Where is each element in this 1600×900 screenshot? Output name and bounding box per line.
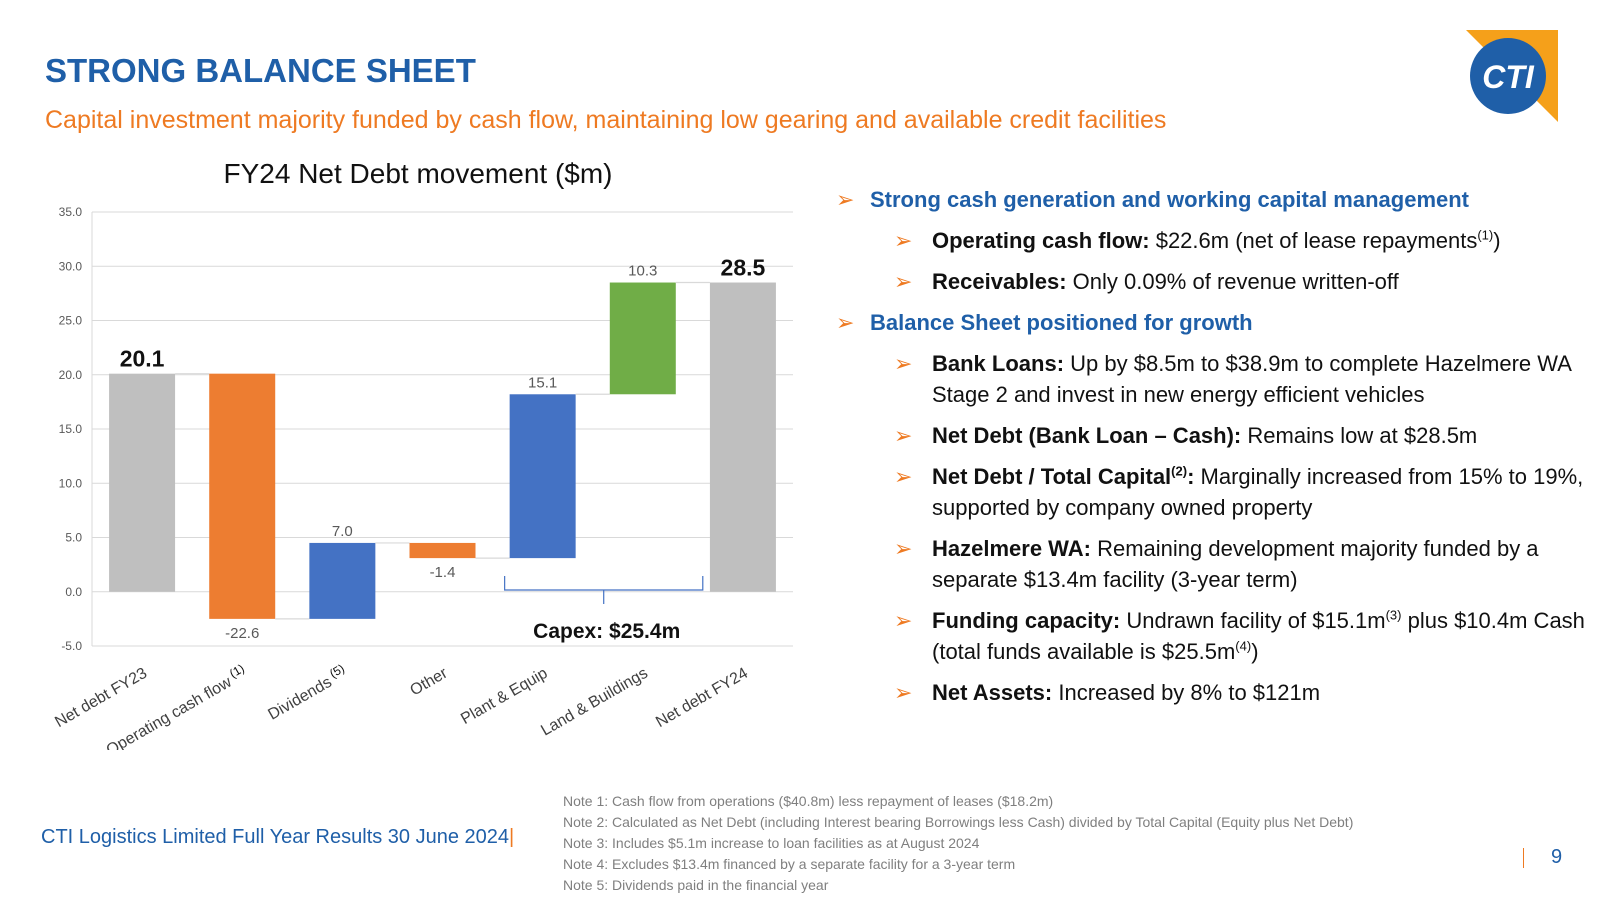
bar-0 xyxy=(109,373,176,592)
bar-2 xyxy=(309,542,376,619)
y-tick-label: 20.0 xyxy=(59,368,83,382)
page-divider xyxy=(1523,848,1524,868)
footer-divider: | xyxy=(509,826,515,848)
data-label: 28.5 xyxy=(721,255,766,281)
y-tick-label: 0.0 xyxy=(65,585,82,599)
data-label: 7.0 xyxy=(332,523,353,540)
x-tick-label: Net debt FY23 xyxy=(52,665,150,731)
y-tick-label: 10.0 xyxy=(59,476,83,490)
key-points: ➢ Strong cash generation and working capi… xyxy=(834,184,1594,718)
y-tick-label: 15.0 xyxy=(59,422,83,436)
slide-title: STRONG BALANCE SHEET xyxy=(45,52,476,89)
bar-3 xyxy=(409,542,476,559)
bullet-net-debt: ➢ Net Debt (Bank Loan – Cash): Remains lo… xyxy=(894,420,1594,451)
y-tick-label: 25.0 xyxy=(59,314,83,328)
arrow-bullet-icon: ➢ xyxy=(894,228,913,253)
footer-text: CTI Logistics Limited Full Year Results … xyxy=(41,826,510,848)
bar-6 xyxy=(709,282,776,592)
note-2: Note 2: Calculated as Net Debt (includin… xyxy=(563,814,1354,830)
bullet-balance-sheet-growth: ➢ Balance Sheet positioned for growth xyxy=(834,307,1594,338)
y-axis-ticks: 35.0 30.0 25.0 20.0 15.0 10.0 5.0 0.0 -5.0 xyxy=(59,205,83,653)
arrow-bullet-icon: ➢ xyxy=(894,536,913,561)
bar-4 xyxy=(509,394,576,559)
chart-data-labels: 20.1 -22.6 7.0 -1.4 15.1 10.3 28.5 xyxy=(120,255,766,642)
x-tick-label: Dividends (5) xyxy=(263,661,350,723)
data-label: -1.4 xyxy=(430,564,456,581)
cti-logo: CTI xyxy=(1466,30,1558,122)
bullet-hazelmere: ➢ Hazelmere WA: Remaining development maj… xyxy=(894,533,1594,595)
bar-5 xyxy=(609,282,676,395)
data-label: 20.1 xyxy=(120,346,165,372)
chart-grid xyxy=(91,211,793,647)
logo-blue-circle xyxy=(1470,38,1546,114)
data-label: -22.6 xyxy=(225,625,259,642)
bullet-receivables: ➢ Receivables: Only 0.09% of revenue writ… xyxy=(894,266,1594,297)
arrow-bullet-icon: ➢ xyxy=(836,187,855,212)
arrow-bullet-icon: ➢ xyxy=(894,269,913,294)
x-tick-label: Net debt FY24 xyxy=(653,665,751,731)
logo-text: CTI xyxy=(1482,59,1535,95)
y-tick-label: 35.0 xyxy=(59,205,83,219)
bullet-operating-cash-flow: ➢ Operating cash flow: $22.6m (net of lea… xyxy=(894,225,1594,256)
bullet-net-debt-total-capital: ➢ Net Debt / Total Capital(2): Marginally… xyxy=(894,461,1594,523)
y-tick-label: -5.0 xyxy=(61,639,82,653)
note-4: Note 4: Excludes $13.4m financed by a se… xyxy=(563,856,1016,872)
arrow-bullet-icon: ➢ xyxy=(836,310,855,335)
y-tick-label: 5.0 xyxy=(65,531,82,545)
data-label: 15.1 xyxy=(528,374,557,391)
bullet-cash-generation: ➢ Strong cash generation and working capi… xyxy=(834,184,1594,215)
slide-subtitle: Capital investment majority funded by ca… xyxy=(45,106,1167,134)
bullet-net-assets: ➢ Net Assets: Increased by 8% to $121m xyxy=(894,677,1594,708)
arrow-bullet-icon: ➢ xyxy=(894,680,913,705)
x-tick-label: Plant & Equip xyxy=(458,665,551,728)
arrow-bullet-icon: ➢ xyxy=(894,423,913,448)
chart-bars xyxy=(109,281,776,620)
bullet-funding-capacity: ➢ Funding capacity: Undrawn facility of $… xyxy=(894,605,1594,667)
bar-1 xyxy=(209,373,276,619)
bullet-bank-loans: ➢ Bank Loans: Up by $8.5m to $38.9m to co… xyxy=(894,348,1594,410)
data-label: 10.3 xyxy=(628,263,657,280)
footnotes: Note 1: Cash flow from operations ($40.8… xyxy=(563,791,1353,896)
capex-label: Capex: $25.4m xyxy=(533,620,680,643)
note-5: Note 5: Dividends paid in the financial … xyxy=(563,877,829,893)
arrow-bullet-icon: ➢ xyxy=(894,608,913,633)
x-tick-superscript: (5) xyxy=(324,661,347,682)
y-tick-label: 30.0 xyxy=(59,259,83,273)
x-tick-superscript: (1) xyxy=(224,661,247,682)
bracket-line xyxy=(504,576,704,604)
note-3: Note 3: Includes $5.1m increase to loan … xyxy=(563,835,980,851)
arrow-bullet-icon: ➢ xyxy=(894,351,913,376)
arrow-bullet-icon: ➢ xyxy=(894,464,913,489)
net-debt-chart: FY24 Net Debt movement ($m) 35.0 30.0 25.0… xyxy=(52,158,793,750)
note-1: Note 1: Cash flow from operations ($40.8… xyxy=(563,793,1054,809)
footer: CTI Logistics Limited Full Year Results … xyxy=(41,826,514,849)
capex-bracket: Capex: $25.4m xyxy=(504,576,704,643)
x-tick-label: Other xyxy=(407,664,451,699)
chart-title: FY24 Net Debt movement ($m) xyxy=(223,158,612,189)
x-tick-label: Land & Buildings xyxy=(538,665,651,740)
page-number: 9 xyxy=(1551,846,1563,868)
